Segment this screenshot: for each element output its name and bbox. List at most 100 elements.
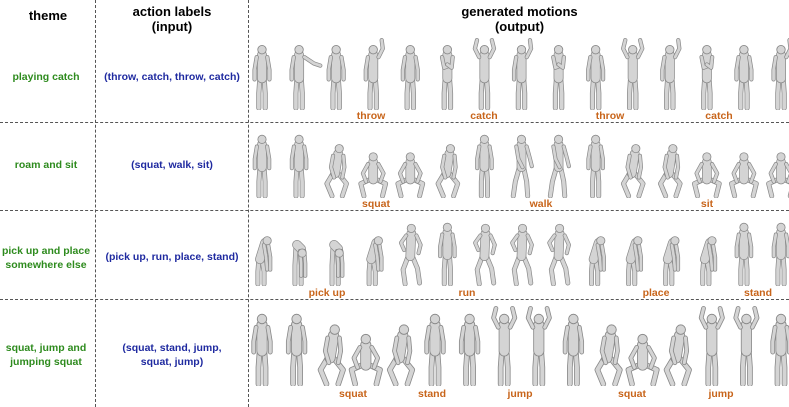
human-figure-run <box>398 223 423 286</box>
human-figure-armsup <box>621 38 645 110</box>
actions-line: (throw, catch, throw, catch) <box>104 71 240 83</box>
human-figure-stand <box>458 313 481 386</box>
header-actions-line1: action labels <box>132 4 212 19</box>
human-figure-bendlow <box>292 240 308 286</box>
motion-figures-row-1 <box>252 38 789 110</box>
human-figure-armsup <box>698 305 725 386</box>
human-figure-crouch <box>435 144 461 198</box>
human-figure-bendlow <box>329 240 345 286</box>
row-actions: (squat, stand, jump, squat, jump) <box>96 341 248 369</box>
row-actions: (pick up, run, place, stand) <box>96 250 248 264</box>
human-figure-bend <box>588 236 606 286</box>
human-figure-crouch <box>317 324 346 386</box>
human-figure-stand <box>400 44 420 110</box>
human-figure-armout <box>289 44 323 110</box>
motion-label: catch <box>705 110 733 122</box>
human-figure-stand <box>252 44 272 110</box>
human-figure-armup <box>363 38 385 110</box>
human-figure-crouch <box>386 324 416 386</box>
divider-row-2 <box>0 210 789 211</box>
human-figure-crouch <box>324 144 349 198</box>
header-actions: action labels (input) <box>96 4 248 34</box>
theme-line: roam and sit <box>14 159 78 171</box>
human-figure-squat <box>692 152 722 198</box>
human-figure-stand <box>586 44 606 110</box>
human-figure-walk <box>510 134 534 198</box>
human-figure-armfront <box>699 44 715 110</box>
divider-row-3 <box>0 299 789 300</box>
motion-label: throw <box>356 110 386 122</box>
human-figure-crouch <box>658 144 683 198</box>
human-figure-stand <box>770 313 789 386</box>
human-figure-stand <box>771 222 789 286</box>
human-figure-bend <box>366 236 384 286</box>
human-figure-squat <box>625 333 660 386</box>
human-figure-armsup <box>525 305 552 386</box>
theme-line: pick up and place <box>1 245 91 257</box>
row-theme: roam and sit <box>0 158 92 172</box>
human-figure-squat <box>395 152 426 198</box>
human-figure-armsup <box>733 305 760 386</box>
human-figure-stand <box>252 134 272 198</box>
human-figure-stand <box>289 134 309 198</box>
motion-label: place <box>642 287 670 299</box>
actions-line: (pick up, run, place, stand) <box>105 251 239 263</box>
motion-label: jump <box>708 388 734 400</box>
motion-label: pick up <box>308 287 346 299</box>
motion-figures-row-2 <box>252 134 789 198</box>
human-figure-squat <box>348 333 383 386</box>
motion-figures-row-4 <box>251 305 789 386</box>
motion-label: catch <box>470 110 498 122</box>
motion-label: run <box>458 287 476 299</box>
human-figure-walk <box>547 134 571 198</box>
divider-actions-motions <box>248 0 249 407</box>
human-figure-stand <box>562 313 585 386</box>
motion-label: walk <box>529 198 553 210</box>
human-figure-armup <box>771 38 789 110</box>
motion-label: stand <box>417 388 447 400</box>
human-figure-armfront <box>439 44 455 110</box>
human-figure-armfront <box>551 44 566 110</box>
row-actions: (throw, catch, throw, catch) <box>96 70 248 84</box>
motion-label: stand <box>743 287 773 299</box>
motion-label: squat <box>338 388 368 400</box>
human-figure-stand <box>326 44 346 110</box>
motion-label: throw <box>595 110 625 122</box>
human-figure-armup <box>511 38 534 110</box>
header-motions-line1: generated motions <box>461 4 578 19</box>
human-figure-bend <box>625 236 644 286</box>
human-figure-stand <box>475 134 494 198</box>
row-theme: playing catch <box>0 70 92 84</box>
human-figure-stand <box>285 313 308 386</box>
human-figure-stand <box>424 313 446 386</box>
human-figure-bend <box>662 236 681 286</box>
row-theme: pick up and place somewhere else <box>0 244 92 272</box>
actions-line: (squat, walk, sit) <box>131 159 213 171</box>
human-figure-stand <box>734 222 754 286</box>
actions-line: squat, jump) <box>140 356 204 368</box>
human-figure-squat <box>766 152 789 198</box>
motion-label: squat <box>361 198 391 210</box>
human-figure-stand <box>734 44 754 110</box>
theme-line: somewhere else <box>5 259 87 271</box>
human-figure-run <box>473 223 497 286</box>
divider-theme-actions <box>95 0 96 407</box>
header-actions-line2: (input) <box>151 19 193 34</box>
actions-line: (squat, stand, jump, <box>122 342 222 354</box>
theme-line: playing catch <box>12 71 80 83</box>
human-figure-crouch <box>663 324 692 386</box>
human-figure-armsup <box>491 305 518 386</box>
theme-line: squat, jump and <box>5 342 87 354</box>
human-figure-crouch <box>594 324 623 386</box>
human-figure-run <box>547 223 571 286</box>
row-theme: squat, jump and jumping squat <box>0 341 92 369</box>
human-figure-bend <box>255 236 273 286</box>
divider-row-1 <box>0 122 789 123</box>
human-figure-squat <box>358 152 389 198</box>
theme-line: jumping squat <box>10 356 82 368</box>
human-figure-bend <box>699 236 718 286</box>
motion-label: squat <box>617 388 647 400</box>
motion-label: sit <box>700 198 714 210</box>
header-theme-text: theme <box>28 8 68 23</box>
